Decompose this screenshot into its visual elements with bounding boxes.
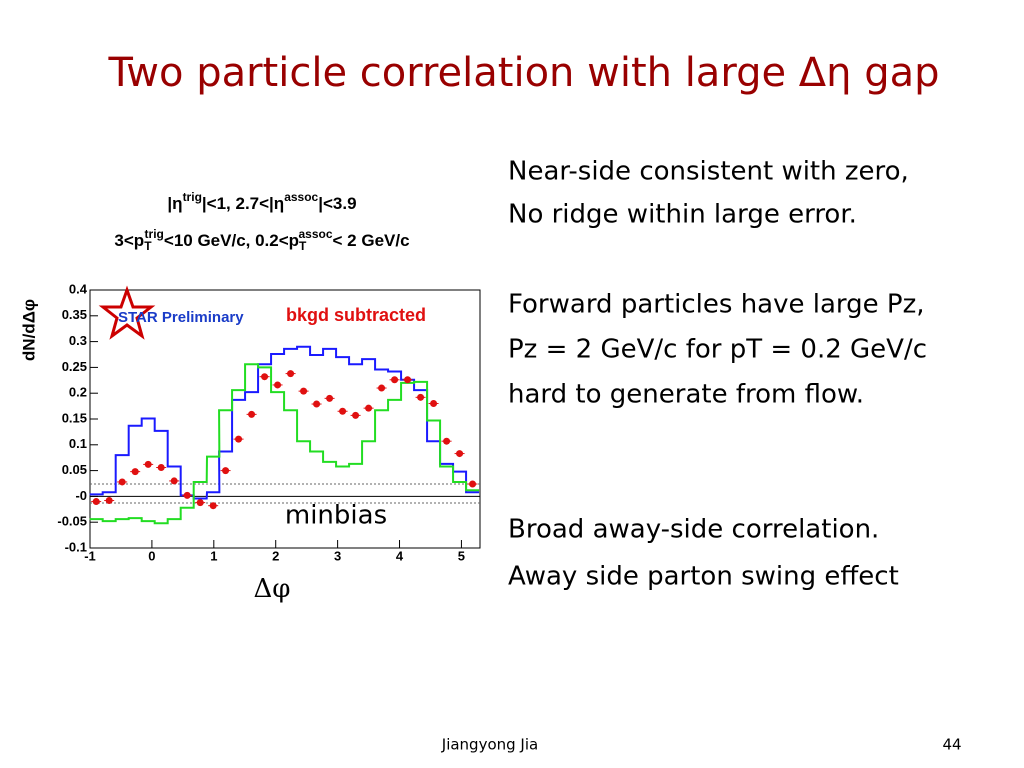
cut-part: <10 GeV/c, 0.2<p xyxy=(164,231,299,250)
histogram xyxy=(89,363,480,525)
slide-title: Two particle correlation with large Δη g… xyxy=(107,50,939,96)
data-point xyxy=(144,460,152,468)
cut-label: |ηtrig|<1, 2.7<|ηassoc|<3.9 xyxy=(167,190,356,213)
note-text: Near-side consistent with zero, xyxy=(508,157,909,187)
cut-part: 3<p xyxy=(114,231,144,250)
x-tick-label: 4 xyxy=(396,548,404,563)
y-tick-label: -0 xyxy=(75,488,87,503)
data-point xyxy=(300,387,308,395)
x-tick-label: 1 xyxy=(210,548,217,563)
footer-page: 44 xyxy=(942,736,961,754)
annotation: minbias xyxy=(285,501,387,531)
data-point xyxy=(352,411,360,419)
y-tick-label: -0.1 xyxy=(65,539,87,554)
data-point xyxy=(118,478,126,486)
cut-part: trig xyxy=(183,190,202,204)
data-point xyxy=(378,384,386,392)
y-tick-label: 0.05 xyxy=(62,462,87,477)
data-point xyxy=(365,404,373,412)
note-text: hard to generate from flow. xyxy=(508,380,864,410)
footer-author: Jiangyong Jia xyxy=(441,736,538,754)
cut-part: T xyxy=(299,239,307,253)
note-text: No ridge within large error. xyxy=(508,200,857,230)
cut-part: assoc xyxy=(284,190,318,204)
data-point xyxy=(430,400,438,408)
y-tick-label: -0.05 xyxy=(57,514,87,529)
cut-part: |η xyxy=(167,194,182,213)
data-point xyxy=(274,381,282,389)
data-point xyxy=(183,491,191,499)
x-tick-label: 2 xyxy=(272,548,279,563)
data-point xyxy=(235,435,243,443)
y-tick-label: 0.35 xyxy=(62,307,87,322)
data-point xyxy=(417,393,425,401)
note-text: Away side parton swing effect xyxy=(508,562,899,592)
data-point xyxy=(92,498,100,506)
data-point xyxy=(326,394,334,402)
data-point xyxy=(222,467,230,475)
y-axis-label: dN/dΔφ xyxy=(19,299,38,361)
data-point xyxy=(131,468,139,476)
data-point xyxy=(287,370,295,378)
x-axis-label: Δφ xyxy=(254,574,291,604)
data-point xyxy=(339,407,347,415)
note-text: Broad away-side correlation. xyxy=(508,515,879,545)
y-tick-label: 0.3 xyxy=(69,333,87,348)
y-tick-label: 0.2 xyxy=(69,385,87,400)
data-point xyxy=(196,499,204,507)
data-point xyxy=(313,400,321,408)
x-tick-label: 0 xyxy=(148,548,155,563)
data-point xyxy=(443,437,451,445)
data-point xyxy=(157,464,165,472)
star-logo xyxy=(98,285,156,340)
cut-part: |<3.9 xyxy=(318,194,356,213)
x-tick-label: -1 xyxy=(84,548,96,563)
cut-part: assoc xyxy=(299,227,333,241)
cut-label: 3<pTtrig<10 GeV/c, 0.2<pTassoc< 2 GeV/c xyxy=(114,227,409,253)
data-point xyxy=(105,497,113,505)
y-tick-label: 0.25 xyxy=(62,359,87,374)
note-text: Forward particles have large Pz, xyxy=(508,290,925,320)
data-point xyxy=(261,373,269,381)
x-tick-label: 3 xyxy=(334,548,341,563)
cut-part: trig xyxy=(145,227,164,241)
data-point xyxy=(209,502,217,510)
y-tick-label: 0.1 xyxy=(69,436,87,451)
cut-part: T xyxy=(144,239,152,253)
data-point xyxy=(404,376,412,384)
x-tick-label: 5 xyxy=(458,548,465,563)
annotation: STAR Preliminary xyxy=(118,309,244,326)
note-text: Pz = 2 GeV/c for pT = 0.2 GeV/c xyxy=(508,335,927,365)
cut-part: |<1, 2.7<|η xyxy=(202,194,284,213)
data-point xyxy=(469,480,477,488)
y-tick-label: 0.15 xyxy=(62,410,87,425)
annotation: bkgd subtracted xyxy=(286,305,426,325)
data-point xyxy=(391,376,399,384)
y-tick-label: 0.4 xyxy=(69,281,88,296)
data-point xyxy=(248,410,256,418)
data-point xyxy=(456,450,464,458)
data-point xyxy=(170,477,178,485)
cut-part: < 2 GeV/c xyxy=(333,231,410,250)
